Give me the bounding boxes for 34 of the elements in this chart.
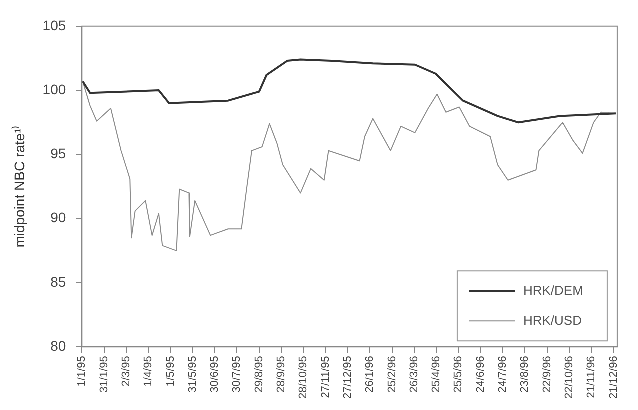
y-tick-label: 85 xyxy=(50,274,66,290)
y-tick-label: 100 xyxy=(42,81,66,98)
x-tick-label: 22/9/96 xyxy=(541,356,554,393)
legend-label: HRK/DEM xyxy=(523,282,584,298)
x-tick-label: 1/5/95 xyxy=(164,356,177,387)
x-tick-label: 2/3/95 xyxy=(120,356,132,387)
x-tick-label: 27/11/95 xyxy=(320,356,332,398)
x-tick-label: 23/8/96 xyxy=(519,356,532,393)
y-tick-label: 105 xyxy=(42,17,66,34)
y-tick-label: 90 xyxy=(50,210,66,226)
x-tick-label: 1/4/95 xyxy=(142,356,155,387)
x-tick-label: 21/12/96 xyxy=(608,356,620,400)
x-tick-label: 30/7/95 xyxy=(231,356,244,393)
x-tick-label: 26/1/96 xyxy=(364,356,376,393)
x-tick-label: 29/8/95 xyxy=(253,356,266,393)
x-tick-label: 1/1/95 xyxy=(76,356,88,387)
x-tick-label: 25/2/96 xyxy=(386,356,398,393)
y-tick-label: 80 xyxy=(50,338,66,354)
x-tick-label: 21/11/96 xyxy=(586,356,598,398)
x-tick-label: 27/12/95 xyxy=(342,356,354,400)
y-tick-label: 95 xyxy=(50,146,66,162)
y-axis-title: midpoint NBC rate¹⁾ xyxy=(11,126,28,248)
x-tick-label: 26/3/96 xyxy=(408,356,420,393)
x-tick-label: 24/6/96 xyxy=(474,356,487,393)
x-tick-label: 31/1/95 xyxy=(98,356,110,393)
x-tick-label: 31/5/95 xyxy=(186,356,199,393)
x-tick-label: 24/7/96 xyxy=(497,356,510,393)
x-tick-label: 30/6/95 xyxy=(209,356,222,393)
x-tick-label: 25/4/96 xyxy=(430,356,443,393)
x-tick-label: 28/10/95 xyxy=(298,356,310,400)
x-tick-label: 28/9/95 xyxy=(276,356,288,393)
x-tick-label: 22/10/96 xyxy=(563,356,576,400)
legend-label: HRK/USD xyxy=(523,312,582,328)
x-tick-label: 25/5/96 xyxy=(452,356,465,393)
